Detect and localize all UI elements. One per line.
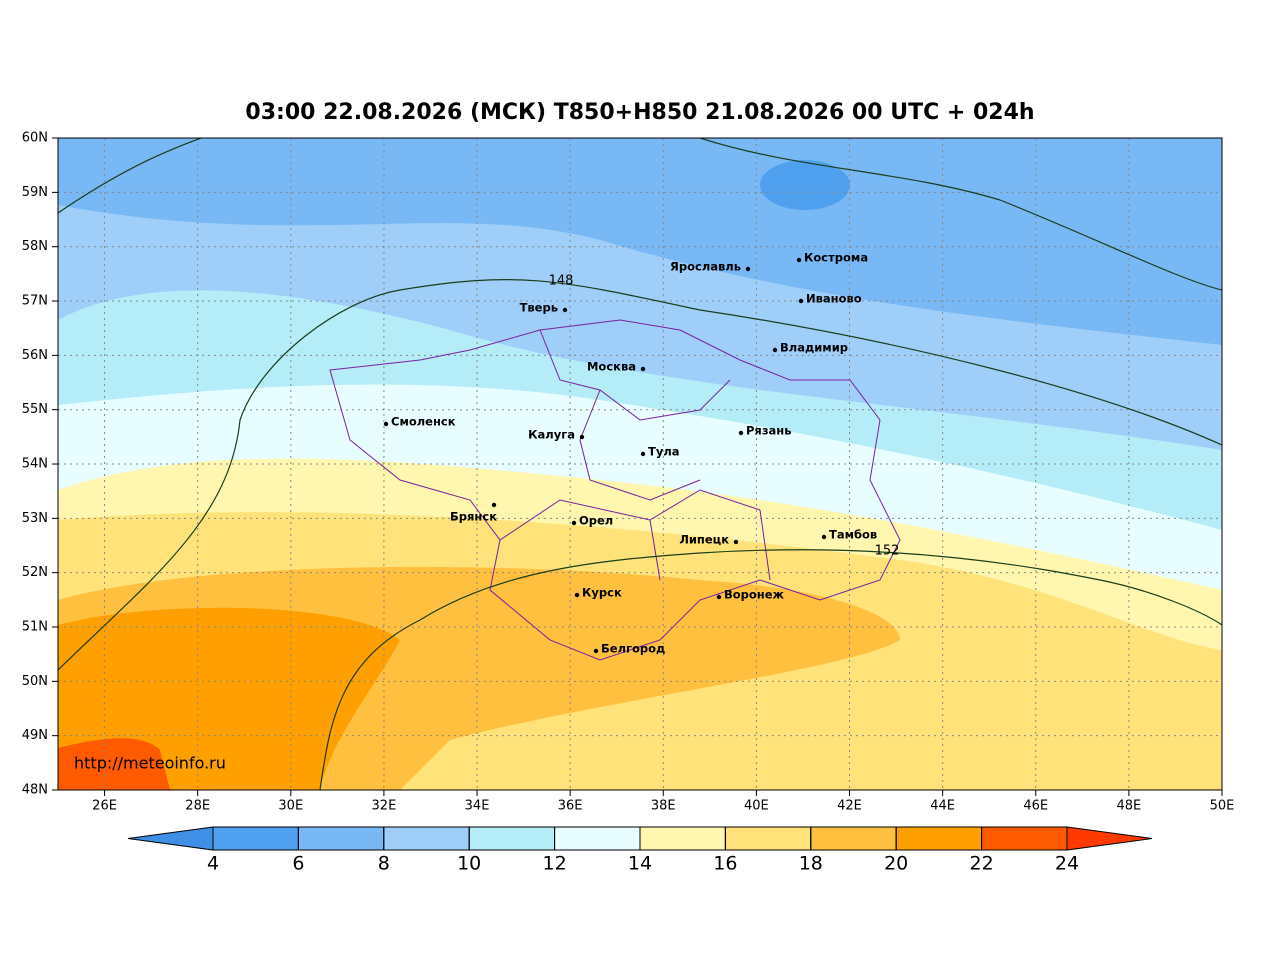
lat-label: 54N	[22, 457, 48, 472]
city-dot	[796, 257, 802, 263]
lat-label: 52N	[22, 565, 48, 580]
lon-label: 38E	[651, 799, 676, 814]
colorbar-extend	[127, 826, 214, 851]
contour	[319, 549, 1222, 790]
contour-label: 148	[549, 274, 574, 289]
lat-label: 49N	[22, 728, 48, 743]
map	[58, 138, 1222, 790]
colorbar-label: 10	[457, 853, 481, 875]
colorbar-label: 14	[628, 853, 652, 875]
city-label: Москва	[587, 360, 636, 374]
contour	[699, 138, 1222, 291]
city-dot	[579, 434, 585, 440]
city-label: Рязань	[746, 424, 791, 438]
colorbar-label: 4	[207, 853, 219, 875]
colorbar-label: 20	[884, 853, 908, 875]
border	[499, 329, 771, 581]
lat-label: 60N	[22, 131, 48, 146]
city-label: Ярославль	[670, 260, 741, 274]
lat-label: 48N	[22, 783, 48, 798]
city-dot	[821, 534, 827, 540]
lat-label: 57N	[22, 294, 48, 309]
contour-label: 152	[875, 544, 900, 559]
contour	[58, 138, 203, 214]
city-dot	[640, 451, 646, 457]
city-label: Липецк	[679, 533, 729, 547]
colorbar-box	[383, 826, 470, 851]
colorbar-box	[639, 826, 726, 851]
city-label: Кострома	[804, 251, 868, 265]
city-dot	[733, 539, 739, 545]
city-dot	[491, 502, 497, 508]
city-dot	[640, 366, 646, 372]
city-dot	[772, 347, 778, 353]
city-dot	[574, 592, 580, 598]
city-dot	[593, 648, 599, 654]
field	[58, 138, 1222, 345]
lon-label: 26E	[92, 799, 117, 814]
city-dot	[745, 266, 751, 272]
colorbar-box	[468, 826, 556, 851]
city-label: Тверь	[520, 301, 558, 315]
city-label: Белгород	[601, 642, 665, 656]
colorbar-box	[554, 826, 641, 851]
lon-label: 48E	[1116, 799, 1141, 814]
colorbar-label: 16	[713, 853, 737, 875]
lon-label: 34E	[465, 799, 490, 814]
colorbar-label: 6	[292, 853, 304, 875]
lon-label: 46E	[1023, 799, 1048, 814]
watermark: http://meteoinfo.ru	[74, 754, 226, 773]
contour	[58, 279, 1222, 671]
colorbar-box	[810, 826, 897, 851]
lon-label: 36E	[558, 799, 583, 814]
lon-label: 28E	[185, 799, 210, 814]
city-dot	[716, 594, 722, 600]
colorbar-label: 8	[378, 853, 390, 875]
colorbar-box	[895, 826, 983, 851]
city-label: Тула	[648, 445, 680, 459]
city-label: Брянск	[450, 510, 497, 524]
lat-label: 59N	[22, 185, 48, 200]
lat-label: 55N	[22, 402, 48, 417]
city-label: Орел	[579, 514, 613, 528]
city-dot	[383, 421, 389, 427]
city-dot	[798, 298, 804, 304]
colorbar-label: 22	[970, 853, 994, 875]
lat-label: 53N	[22, 511, 48, 526]
city-dot	[562, 307, 568, 313]
lon-label: 40E	[744, 799, 769, 814]
colorbar-box	[981, 826, 1068, 851]
colorbar-label: 18	[799, 853, 823, 875]
colorbar-box	[297, 826, 385, 851]
city-dot	[738, 430, 744, 436]
colorbar-label: 24	[1055, 853, 1079, 875]
title: 03:00 22.08.2026 (МСК) T850+H850 21.08.2…	[245, 100, 1034, 125]
city-label: Тамбов	[829, 528, 877, 542]
colorbar-box	[212, 826, 299, 851]
lat-label: 50N	[22, 674, 48, 689]
lat-label: 51N	[22, 620, 48, 635]
field	[58, 738, 170, 790]
city-label: Воронеж	[724, 588, 785, 602]
city-label: Курск	[582, 586, 622, 600]
lat-label: 58N	[22, 239, 48, 254]
city-label: Калуга	[528, 428, 575, 442]
lon-label: 42E	[837, 799, 862, 814]
lon-label: 30E	[278, 799, 303, 814]
city-dot	[571, 520, 577, 526]
city-label: Владимир	[780, 341, 848, 355]
city-label: Смоленск	[391, 415, 456, 429]
city-label: Иваново	[806, 292, 862, 306]
lon-label: 50E	[1210, 799, 1235, 814]
lon-label: 44E	[930, 799, 955, 814]
colorbar-box	[724, 826, 812, 851]
colorbar-extend	[1066, 826, 1153, 851]
lat-label: 56N	[22, 348, 48, 363]
lon-label: 32E	[372, 799, 397, 814]
colorbar-label: 12	[543, 853, 567, 875]
field	[760, 160, 850, 210]
